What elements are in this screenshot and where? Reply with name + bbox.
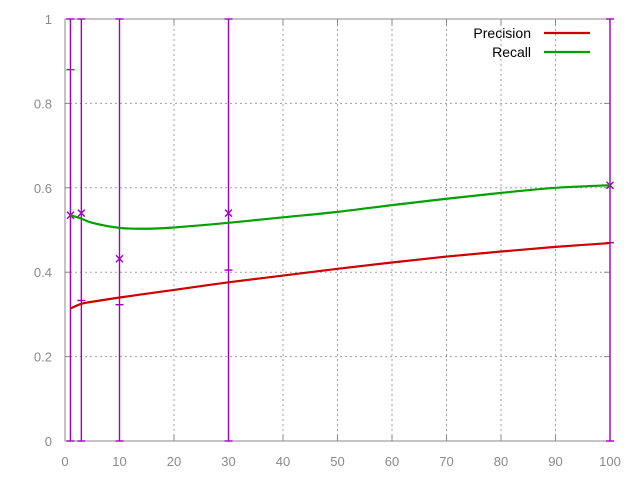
- x-tick-label: 90: [548, 454, 562, 469]
- x-tick-label: 100: [599, 454, 621, 469]
- y-tick-label: 0.2: [34, 350, 52, 365]
- x-tick-label: 50: [330, 454, 344, 469]
- y-tick-label: 0.4: [34, 265, 52, 280]
- error-bar-marker: [224, 209, 233, 218]
- error-bar-marker: [77, 209, 86, 218]
- x-tick-label: 40: [276, 454, 290, 469]
- x-tick-label: 80: [494, 454, 508, 469]
- x-tick-label: 60: [385, 454, 399, 469]
- y-tick-label: 0: [45, 434, 52, 449]
- series-line-precision: [70, 241, 611, 310]
- y-tick-label: 0.8: [34, 96, 52, 111]
- legend-label-recall: Recall: [492, 44, 531, 60]
- error-bar-marker: [115, 254, 124, 263]
- legend-label-precision: Precision: [473, 25, 531, 41]
- grid: [65, 19, 610, 441]
- x-tick-label: 0: [61, 454, 68, 469]
- y-tick-label: 0.6: [34, 181, 52, 196]
- x-tick-label: 30: [221, 454, 235, 469]
- legend: Precision Recall: [473, 25, 590, 60]
- series-line-recall: [70, 184, 611, 230]
- x-tick-label: 70: [439, 454, 453, 469]
- x-tick-label: 10: [112, 454, 126, 469]
- error-bars: [66, 18, 614, 442]
- series-lines: [70, 184, 611, 310]
- y-tick-label: 1: [45, 12, 52, 27]
- x-tick-label: 20: [167, 454, 181, 469]
- tick-labels: 0 10 20 30 40 50 60 70 80 90 100 0 0.2 0.4 0.6 0.8 1: [34, 12, 621, 469]
